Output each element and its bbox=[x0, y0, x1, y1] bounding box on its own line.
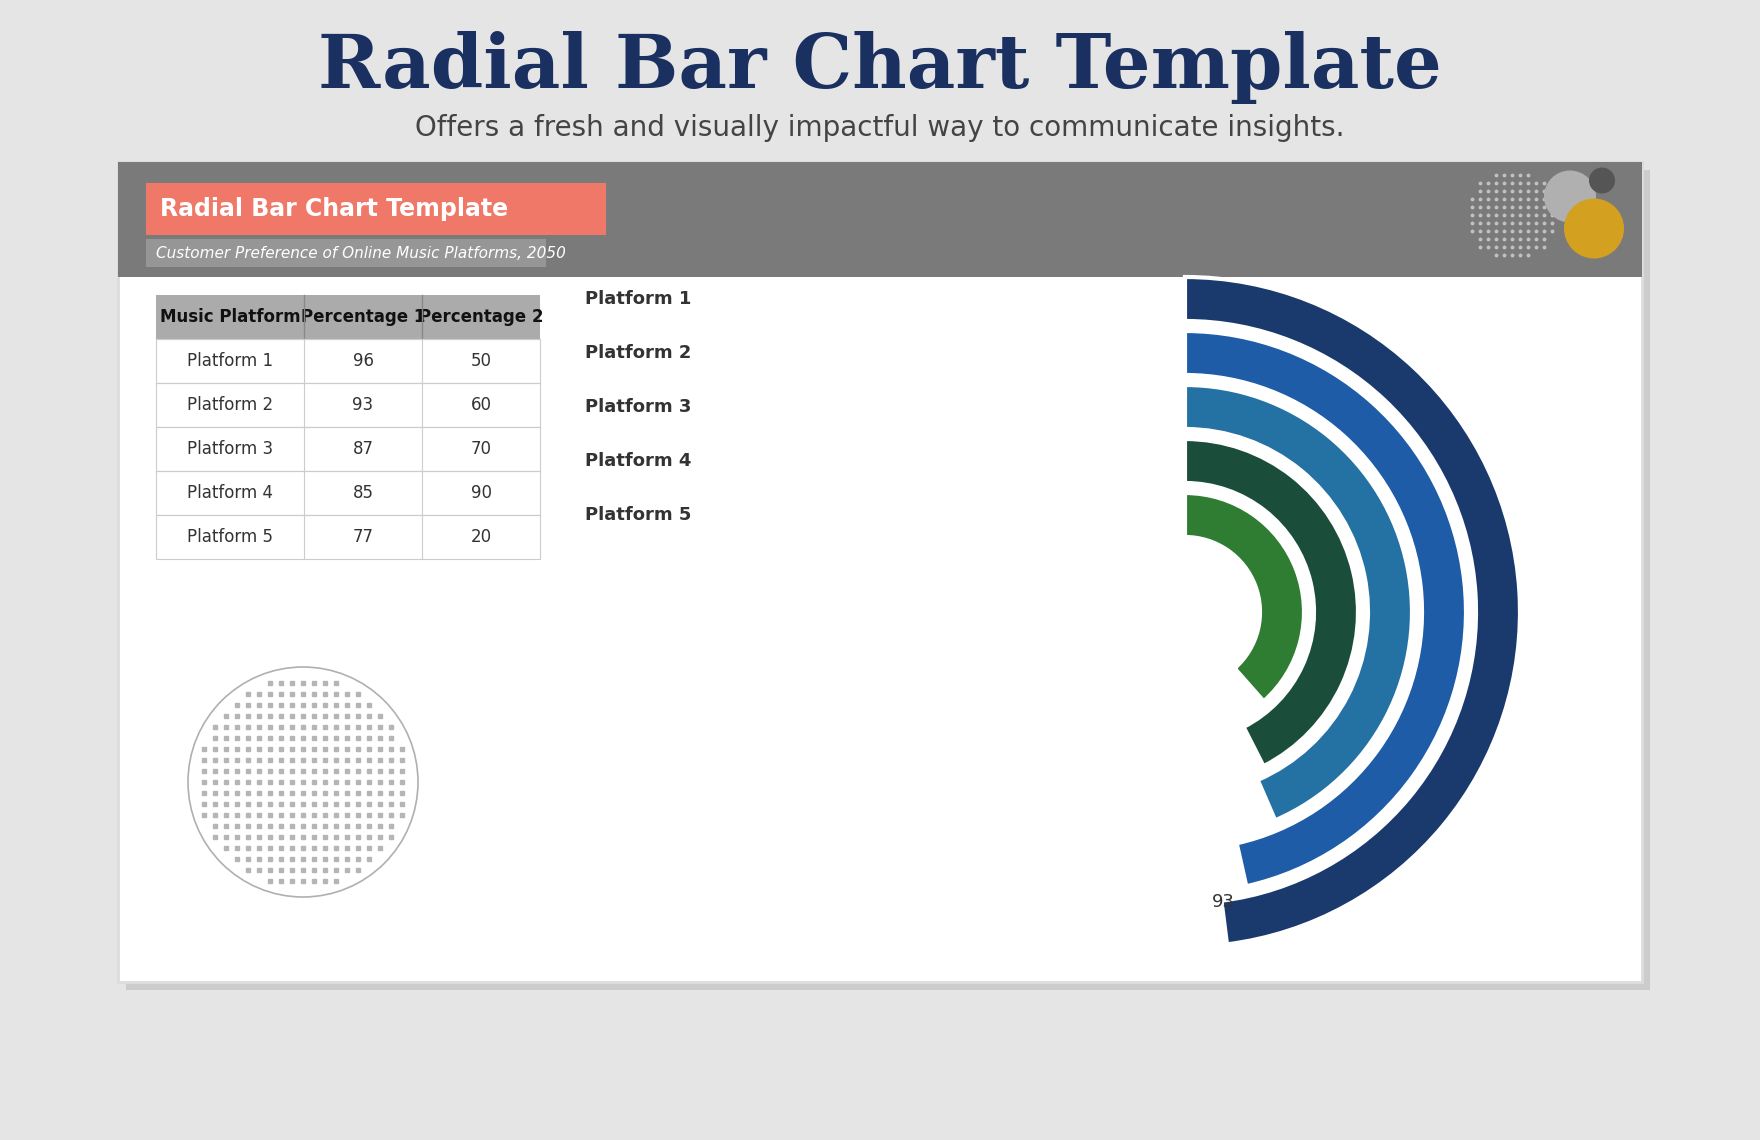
Text: Platform 5: Platform 5 bbox=[187, 528, 273, 546]
Text: 96: 96 bbox=[352, 352, 373, 370]
Wedge shape bbox=[1184, 492, 1304, 701]
Wedge shape bbox=[1184, 277, 1521, 944]
Text: Percentage 2: Percentage 2 bbox=[419, 308, 544, 326]
Wedge shape bbox=[1184, 385, 1412, 821]
Bar bbox=[157, 383, 540, 428]
Text: Platform 3: Platform 3 bbox=[584, 398, 692, 416]
Circle shape bbox=[1565, 198, 1624, 259]
Text: 90: 90 bbox=[470, 484, 491, 502]
Wedge shape bbox=[1184, 439, 1359, 766]
Wedge shape bbox=[1184, 331, 1466, 886]
Text: Customer Preference of Online Music Platforms, 2050: Customer Preference of Online Music Plat… bbox=[157, 245, 567, 261]
Text: Platform 4: Platform 4 bbox=[187, 484, 273, 502]
Bar bbox=[146, 184, 605, 235]
Text: Platform 5: Platform 5 bbox=[584, 506, 692, 524]
Text: Percentage 1: Percentage 1 bbox=[301, 308, 426, 326]
Text: Offers a fresh and visually impactful way to communicate insights.: Offers a fresh and visually impactful wa… bbox=[415, 114, 1345, 142]
Bar bbox=[157, 295, 540, 339]
Text: 87: 87 bbox=[352, 440, 373, 458]
Text: 60: 60 bbox=[470, 396, 491, 414]
Text: Platform 4: Platform 4 bbox=[584, 451, 692, 470]
Text: Platform 1: Platform 1 bbox=[584, 290, 692, 308]
Text: Platform 3: Platform 3 bbox=[187, 440, 273, 458]
Bar bbox=[127, 170, 1651, 990]
Text: 77: 77 bbox=[352, 528, 373, 546]
Text: Platform 2: Platform 2 bbox=[187, 396, 273, 414]
Text: Music Platform: Music Platform bbox=[160, 308, 301, 326]
Text: Radial Bar Chart Template: Radial Bar Chart Template bbox=[160, 197, 509, 221]
Bar bbox=[157, 428, 540, 471]
Bar bbox=[157, 515, 540, 559]
Bar bbox=[118, 162, 1642, 982]
Circle shape bbox=[1589, 168, 1616, 194]
Text: 85: 85 bbox=[352, 484, 373, 502]
Bar bbox=[118, 162, 1642, 277]
Circle shape bbox=[1544, 171, 1596, 222]
Bar bbox=[157, 339, 540, 383]
Text: 93: 93 bbox=[352, 396, 373, 414]
Text: 20: 20 bbox=[470, 528, 491, 546]
Bar bbox=[146, 239, 546, 267]
Bar bbox=[157, 471, 540, 515]
Text: 70: 70 bbox=[470, 440, 491, 458]
Text: Platform 2: Platform 2 bbox=[584, 344, 692, 363]
Text: 50: 50 bbox=[470, 352, 491, 370]
Text: Radial Bar Chart Template: Radial Bar Chart Template bbox=[319, 32, 1441, 105]
Text: 93: 93 bbox=[1213, 894, 1236, 911]
Text: Platform 1: Platform 1 bbox=[187, 352, 273, 370]
